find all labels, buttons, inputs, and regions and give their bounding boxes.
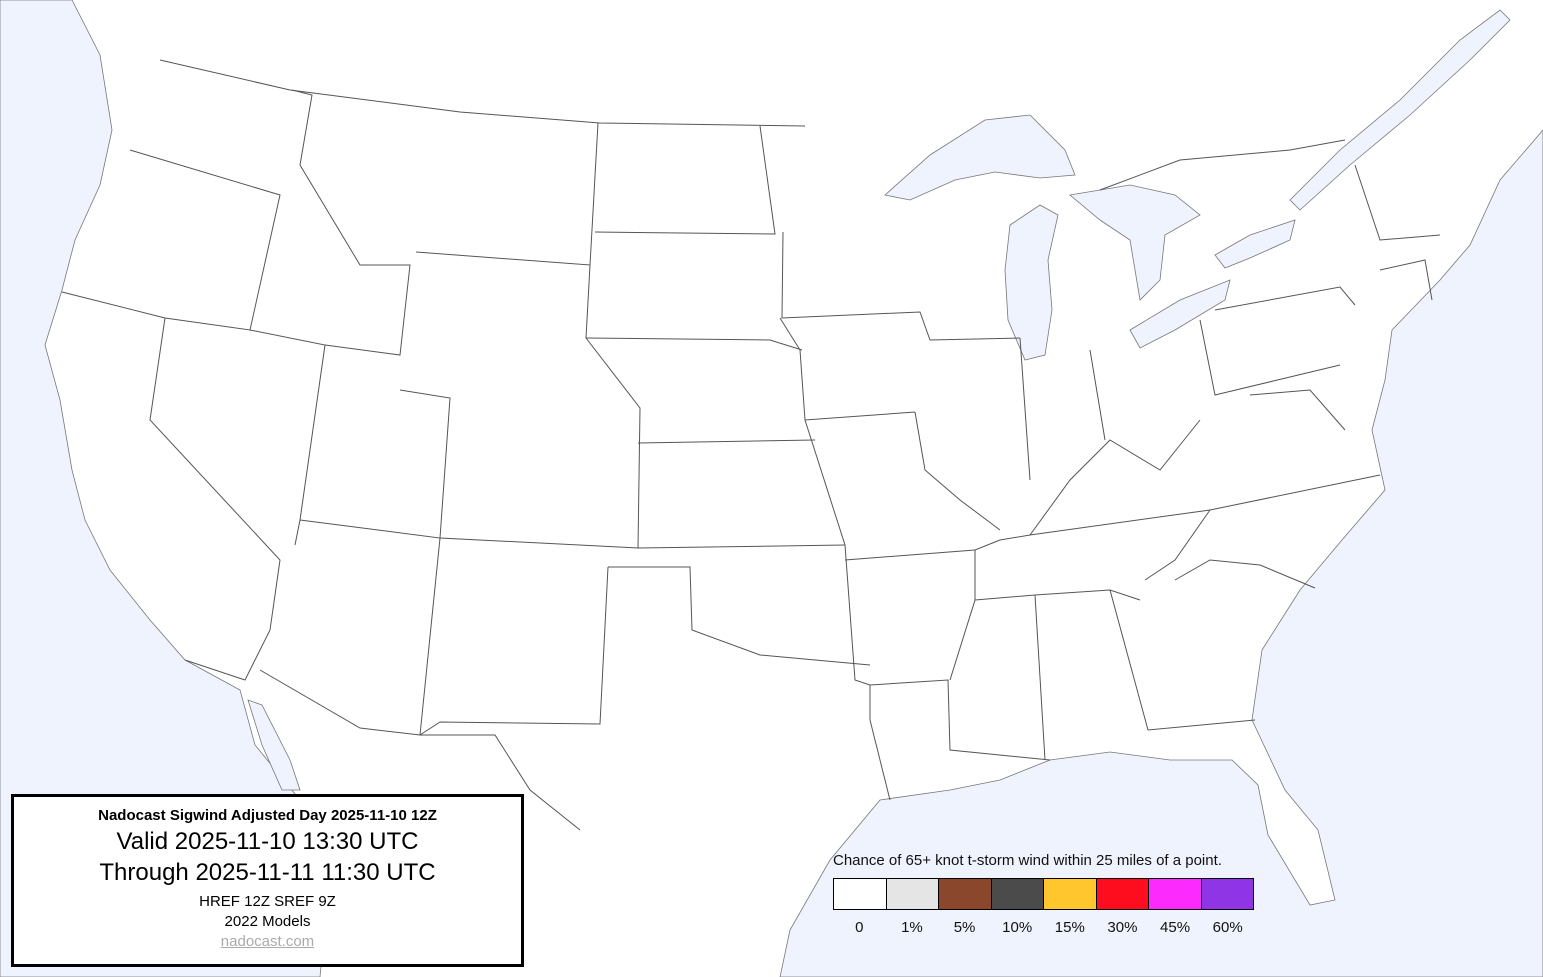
forecast-title: Nadocast Sigwind Adjusted Day 2025-11-10… [98,807,437,824]
legend-title: Chance of 65+ knot t-storm wind within 2… [833,852,1222,869]
legend-label: 60% [1212,919,1243,936]
lake-superior [884,114,1076,201]
legend-swatch [1096,879,1149,909]
legend-swatch [886,879,939,909]
lake-erie [1129,279,1231,349]
gulf-of-california [247,699,301,791]
legend-label: 10% [1002,919,1033,936]
legend-swatch [939,879,992,909]
legend-label: 30% [1107,919,1138,936]
legend-swatch [1044,879,1097,909]
legend-swatch [1201,879,1253,909]
through-time: Through 2025-11-11 11:30 UTC [99,859,436,886]
legend-label: 15% [1054,919,1085,936]
model-runs: HREF 12Z SREF 9Z [199,893,336,910]
legend-labels: 0 1% 5% 10% 15% 30% 45% 60% [833,919,1254,936]
legend-label: 0 [855,919,864,936]
nadocast-link[interactable]: nadocast.com [220,933,315,950]
legend-label: 1% [901,919,923,936]
model-version: 2022 Models [224,913,311,930]
legend-label: 45% [1160,919,1191,936]
legend-label: 5% [953,919,976,936]
st-lawrence [1289,9,1511,211]
lake-michigan [1004,204,1059,361]
lake-ontario [1214,219,1296,269]
state-borders [61,59,1441,831]
atlantic-gulf [779,129,1543,977]
legend-swatch [834,879,887,909]
legend-swatch [991,879,1044,909]
forecast-info-box: Nadocast Sigwind Adjusted Day 2025-11-10… [11,794,524,967]
lake-huron [1069,184,1201,301]
valid-time: Valid 2025-11-10 13:30 UTC [116,828,419,855]
legend-swatch [1149,879,1202,909]
legend-color-bar [833,878,1254,910]
probability-legend: Chance of 65+ knot t-storm wind within 2… [833,852,1273,936]
